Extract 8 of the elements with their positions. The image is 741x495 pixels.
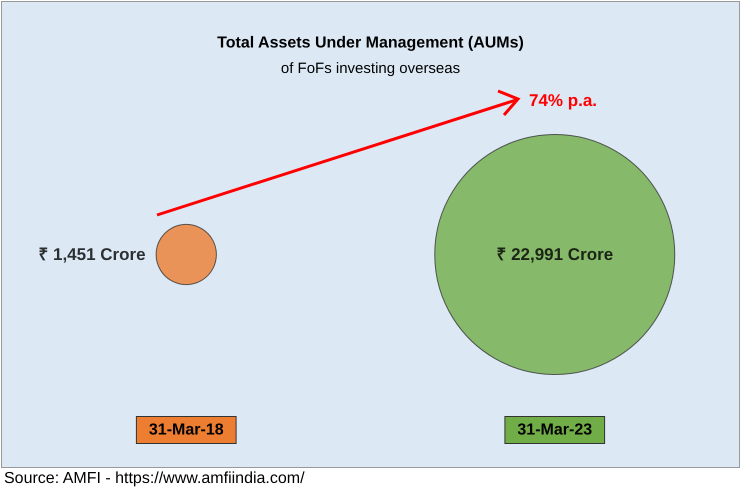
text: 74% p.a. bbox=[529, 91, 598, 111]
category-label: 31-Mar-23 bbox=[517, 422, 592, 438]
text: Total Assets Under Management (AUMs) bbox=[217, 34, 524, 52]
source-note: Source: AMFI - https://www.amfiindia.com/ bbox=[4, 470, 305, 488]
data-label: ₹ 1,451 Crore bbox=[38, 245, 146, 264]
category-label: 31-Mar-18 bbox=[148, 422, 224, 438]
text: of FoFs investing overseas bbox=[280, 60, 460, 77]
data-label: ₹ 22,991 Crore bbox=[496, 245, 614, 264]
